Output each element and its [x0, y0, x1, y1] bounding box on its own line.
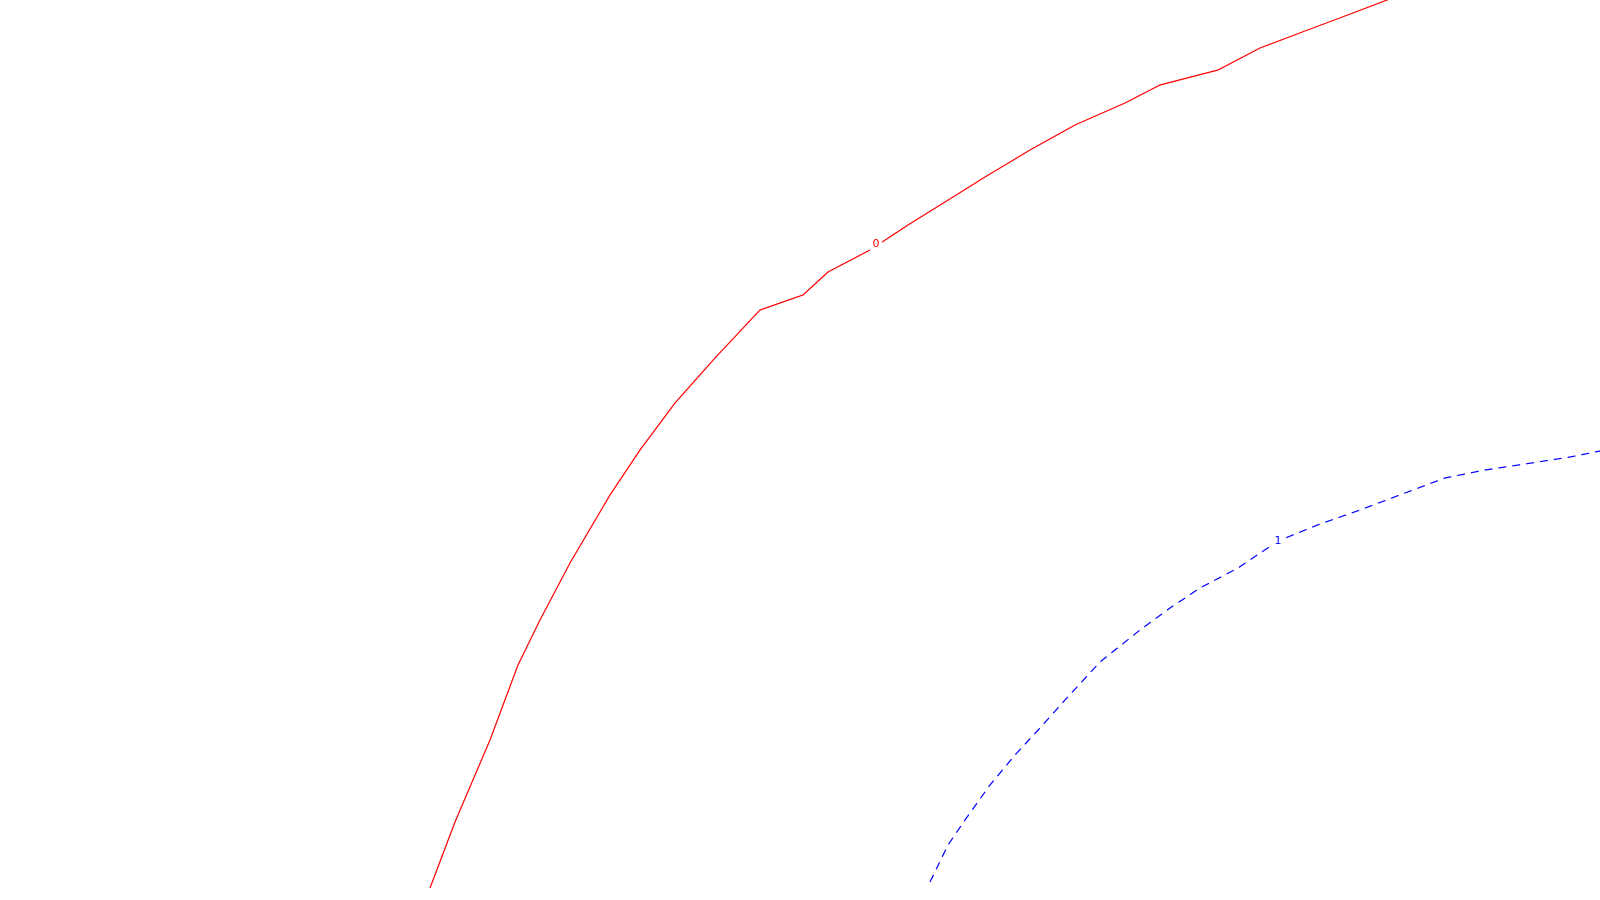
contour-label-0: 0: [873, 237, 880, 250]
contour-label-background: [870, 237, 882, 251]
contour-line-1: [929, 450, 1600, 883]
contour-lines: 01: [429, 0, 1600, 889]
contour-label-1: 1: [1275, 534, 1282, 547]
contour-line-0: [429, 0, 1389, 889]
contour-label-background: [1272, 534, 1284, 548]
